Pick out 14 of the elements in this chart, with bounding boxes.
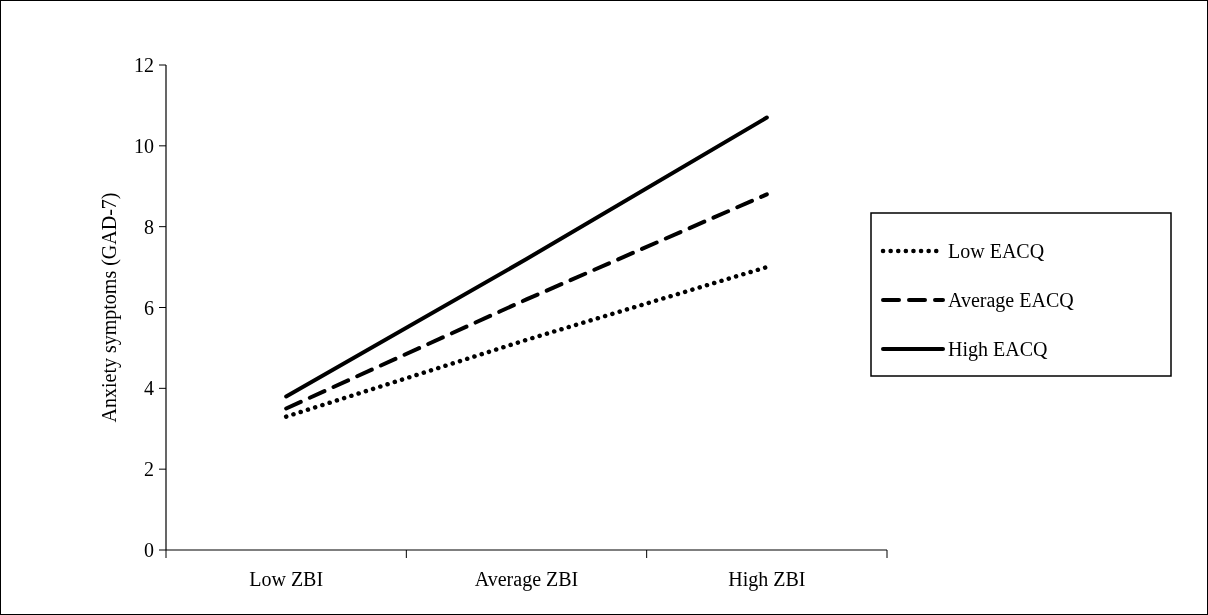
x-tick-label: High ZBI bbox=[728, 568, 806, 591]
legend-label: Average EACQ bbox=[948, 289, 1075, 312]
y-tick-label: 8 bbox=[144, 215, 154, 238]
y-tick-label: 2 bbox=[144, 458, 154, 481]
y-tick-label: 0 bbox=[144, 539, 154, 561]
legend-label: High EACQ bbox=[948, 338, 1048, 361]
y-tick-label: 4 bbox=[144, 377, 154, 400]
y-tick-label: 6 bbox=[144, 296, 154, 319]
x-tick-label: Average ZBI bbox=[474, 568, 579, 591]
x-tick-label: Low ZBI bbox=[249, 568, 324, 590]
y-axis-title: Anxiety symptoms (GAD-7) bbox=[98, 192, 121, 423]
y-tick-label: 12 bbox=[134, 54, 154, 76]
y-tick-label: 10 bbox=[134, 134, 154, 157]
legend-label: Low EACQ bbox=[948, 240, 1045, 262]
